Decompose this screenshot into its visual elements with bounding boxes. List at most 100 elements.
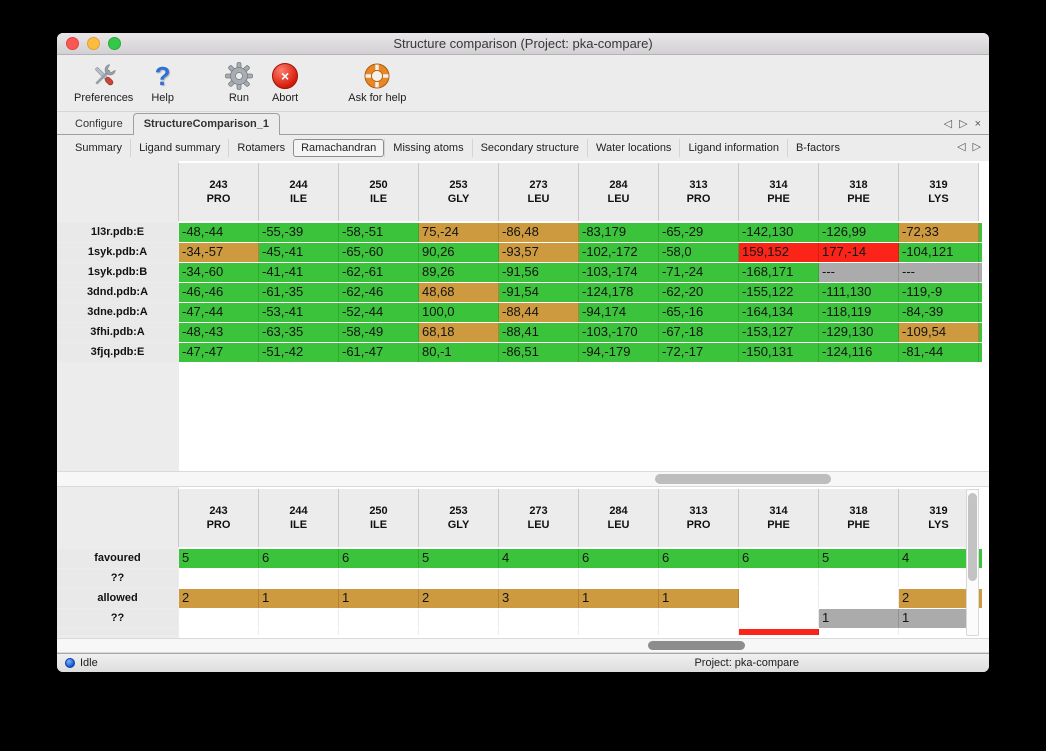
cell-1syk-pdb-b-284[interactable]: -103,-174	[579, 263, 659, 282]
tab-close-button[interactable]: ×	[974, 117, 981, 130]
cell-3dne-pdb-a-250[interactable]: -52,-44	[339, 303, 419, 322]
cell-3dne-pdb-a-284[interactable]: -94,174	[579, 303, 659, 322]
toolbar-button-preferences[interactable]: Preferences	[65, 59, 142, 105]
horizontal-scrollbar-bottom[interactable]	[57, 638, 989, 653]
scrollbar-thumb[interactable]	[968, 493, 977, 581]
toolbar-button-abort[interactable]: × Abort	[263, 59, 307, 105]
cell-3fhi-pdb-a-244[interactable]: -63,-35	[259, 323, 339, 342]
cell-3dne-pdb-a-318[interactable]: -118,119	[819, 303, 899, 322]
cell-blank-244[interactable]	[259, 569, 339, 588]
cell-3dne-pdb-a-319[interactable]: -84,-39	[899, 303, 979, 322]
cell-blank-314[interactable]	[739, 609, 819, 628]
cell-1syk-pdb-a-253[interactable]: 90,26	[419, 243, 499, 262]
cell-allowed-314[interactable]	[739, 589, 819, 608]
cell-1syk-pdb-a-313[interactable]: -58,0	[659, 243, 739, 262]
cell-3fhi-pdb-a-250[interactable]: -58,-49	[339, 323, 419, 342]
cell-allowed-253[interactable]: 2	[419, 589, 499, 608]
tab-ligand-information[interactable]: Ligand information	[679, 139, 787, 157]
cell-3fjq-pdb-e-313[interactable]: -72,-17	[659, 343, 739, 362]
vertical-scrollbar[interactable]	[966, 489, 979, 636]
cell-3fhi-pdb-a-318[interactable]: -129,130	[819, 323, 899, 342]
cell-1syk-pdb-b-243[interactable]: -34,-60	[179, 263, 259, 282]
zoom-window-button[interactable]	[108, 37, 121, 50]
cell-1l3r-pdb-e-314[interactable]: -142,130	[739, 223, 819, 242]
cell-1syk-pdb-a-318[interactable]: 177,-14	[819, 243, 899, 262]
cell-1l3r-pdb-e-253[interactable]: 75,-24	[419, 223, 499, 242]
cell-allowed-313[interactable]: 1	[659, 589, 739, 608]
cell-3fjq-pdb-e-250[interactable]: -61,-47	[339, 343, 419, 362]
cell-3fjq-pdb-e-243[interactable]: -47,-47	[179, 343, 259, 362]
cell-favoured-253[interactable]: 5	[419, 549, 499, 568]
cell-1syk-pdb-a-319[interactable]: -104,121	[899, 243, 979, 262]
minimize-window-button[interactable]	[87, 37, 100, 50]
cell-1syk-pdb-b-244[interactable]: -41,-41	[259, 263, 339, 282]
toolbar-button-run[interactable]: Run	[215, 59, 263, 105]
cell-3dnd-pdb-a-244[interactable]: -61,-35	[259, 283, 339, 302]
cell-1syk-pdb-b-273[interactable]: -91,56	[499, 263, 579, 282]
tab-summary[interactable]: Summary	[75, 142, 123, 154]
cell-1l3r-pdb-e-313[interactable]: -65,-29	[659, 223, 739, 242]
titlebar[interactable]: Structure comparison (Project: pka-compa…	[57, 33, 989, 55]
cell-blank-253[interactable]	[419, 609, 499, 628]
cell-blank-318[interactable]: 1	[819, 609, 899, 628]
cell-3dne-pdb-a-273[interactable]: -88,44	[499, 303, 579, 322]
cell-3fhi-pdb-a-313[interactable]: -67,-18	[659, 323, 739, 342]
cell-1l3r-pdb-e-250[interactable]: -58,-51	[339, 223, 419, 242]
cell-allowed-284[interactable]: 1	[579, 589, 659, 608]
cell-allowed-250[interactable]: 1	[339, 589, 419, 608]
cell-allowed-243[interactable]: 2	[179, 589, 259, 608]
cell-favoured-284[interactable]: 6	[579, 549, 659, 568]
cell-1l3r-pdb-e-244[interactable]: -55,-39	[259, 223, 339, 242]
cell-blank-273[interactable]	[499, 609, 579, 628]
toolbar-button-help[interactable]: ? Help	[151, 60, 174, 105]
cell-3dne-pdb-a-253[interactable]: 100,0	[419, 303, 499, 322]
cell-1syk-pdb-b-313[interactable]: -71,-24	[659, 263, 739, 282]
cell-3fjq-pdb-e-253[interactable]: 80,-1	[419, 343, 499, 362]
cell-3dnd-pdb-a-319[interactable]: -119,-9	[899, 283, 979, 302]
cell-3fhi-pdb-a-253[interactable]: 68,18	[419, 323, 499, 342]
cell-blank-313[interactable]	[659, 569, 739, 588]
cell-3dne-pdb-a-243[interactable]: -47,-44	[179, 303, 259, 322]
cell-1l3r-pdb-e-284[interactable]: -83,179	[579, 223, 659, 242]
tab-b-factors[interactable]: B-factors	[786, 139, 848, 157]
cell-blank-253[interactable]	[419, 569, 499, 588]
cell-1syk-pdb-a-243[interactable]: -34,-57	[179, 243, 259, 262]
cell-1syk-pdb-b-253[interactable]: 89,26	[419, 263, 499, 282]
cell-3fhi-pdb-a-319[interactable]: -109,54	[899, 323, 979, 342]
cell-3fhi-pdb-a-243[interactable]: -48,-43	[179, 323, 259, 342]
cell-blank-243[interactable]	[179, 569, 259, 588]
cell-3dnd-pdb-a-250[interactable]: -62,-46	[339, 283, 419, 302]
tab-prev-button[interactable]: ◁	[957, 141, 966, 153]
cell-allowed-273[interactable]: 3	[499, 589, 579, 608]
scrollbar-thumb[interactable]	[655, 474, 831, 484]
cell-3fjq-pdb-e-273[interactable]: -86,51	[499, 343, 579, 362]
cell-3fjq-pdb-e-244[interactable]: -51,-42	[259, 343, 339, 362]
cell-3fhi-pdb-a-273[interactable]: -88,41	[499, 323, 579, 342]
cell-allowed-244[interactable]: 1	[259, 589, 339, 608]
toolbar-button-ask-for-help[interactable]: Ask for help	[339, 59, 415, 105]
cell-3dnd-pdb-a-253[interactable]: 48,68	[419, 283, 499, 302]
tab-secondary-structure[interactable]: Secondary structure	[471, 139, 587, 157]
cell-blank-314[interactable]	[739, 569, 819, 588]
tab-water-locations[interactable]: Water locations	[587, 139, 679, 157]
cell-blank-284[interactable]	[579, 609, 659, 628]
cell-3fjq-pdb-e-284[interactable]: -94,-179	[579, 343, 659, 362]
tab-ramachandran[interactable]: Ramachandran	[293, 139, 385, 157]
cell-blank-273[interactable]	[499, 569, 579, 588]
cell-favoured-244[interactable]: 6	[259, 549, 339, 568]
tab-missing-atoms[interactable]: Missing atoms	[384, 139, 471, 157]
cell-1syk-pdb-a-250[interactable]: -65,-60	[339, 243, 419, 262]
cell-3dne-pdb-a-244[interactable]: -53,-41	[259, 303, 339, 322]
cell-favoured-314[interactable]: 6	[739, 549, 819, 568]
cell-3dnd-pdb-a-284[interactable]: -124,178	[579, 283, 659, 302]
cell-1syk-pdb-a-273[interactable]: -93,57	[499, 243, 579, 262]
cell-favoured-273[interactable]: 4	[499, 549, 579, 568]
scrollbar-thumb[interactable]	[648, 641, 745, 650]
cell-1syk-pdb-b-250[interactable]: -62,-61	[339, 263, 419, 282]
cell-3fjq-pdb-e-318[interactable]: -124,116	[819, 343, 899, 362]
cell-1l3r-pdb-e-273[interactable]: -86,48	[499, 223, 579, 242]
cell-1syk-pdb-a-244[interactable]: -45,-41	[259, 243, 339, 262]
cell-1syk-pdb-b-318[interactable]: ---	[819, 263, 899, 282]
cell-1syk-pdb-a-314[interactable]: 159,152	[739, 243, 819, 262]
cell-1l3r-pdb-e-319[interactable]: -72,33	[899, 223, 979, 242]
